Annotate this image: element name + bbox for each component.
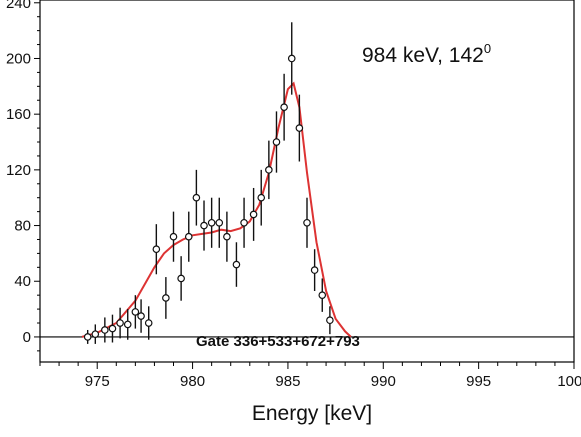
point-marker bbox=[192, 193, 201, 202]
data-point bbox=[280, 73, 288, 141]
data-point bbox=[223, 211, 231, 262]
data-point bbox=[83, 329, 92, 344]
point-marker bbox=[91, 330, 100, 338]
x-tick-label: 985 bbox=[275, 373, 300, 390]
data-point bbox=[162, 277, 170, 319]
data-point bbox=[192, 169, 201, 226]
y-tick-label: 200 bbox=[6, 50, 31, 67]
point-marker bbox=[326, 316, 334, 325]
annotation-label: 984 keV, 1420 bbox=[362, 41, 491, 67]
data-point bbox=[326, 306, 334, 335]
point-marker bbox=[123, 320, 132, 329]
point-marker bbox=[200, 221, 208, 230]
point-marker bbox=[162, 294, 170, 302]
data-point bbox=[295, 94, 304, 162]
point-marker bbox=[287, 54, 296, 63]
data-point bbox=[272, 111, 281, 173]
y-tick-label: 240 bbox=[6, 0, 31, 12]
point-marker bbox=[303, 218, 311, 227]
data-point bbox=[101, 317, 109, 343]
point-marker bbox=[116, 319, 124, 327]
point-marker bbox=[101, 326, 109, 334]
y-tick-label: 40 bbox=[14, 273, 31, 290]
point-marker bbox=[257, 193, 266, 202]
x-axis-title: Energy [keV] bbox=[252, 402, 372, 425]
point-marker bbox=[272, 138, 281, 146]
y-tick-label: 120 bbox=[6, 162, 31, 179]
data-point bbox=[152, 224, 161, 275]
y-axis: 0 40 80 120 160 200 240 bbox=[6, 0, 40, 352]
point-marker bbox=[177, 274, 185, 283]
data-point bbox=[215, 197, 224, 248]
point-marker bbox=[295, 124, 304, 132]
fit-curve bbox=[81, 81, 352, 338]
y-tick-label: 0 bbox=[23, 329, 31, 346]
data-point bbox=[232, 242, 241, 287]
data-point bbox=[169, 211, 178, 262]
data-point bbox=[123, 309, 132, 340]
point-marker bbox=[184, 232, 193, 241]
data-point bbox=[108, 314, 117, 343]
data-point bbox=[131, 295, 140, 329]
point-marker bbox=[215, 218, 224, 227]
data-point bbox=[287, 22, 296, 95]
y-tick-label: 80 bbox=[14, 218, 31, 235]
gate-label: Gate 336+533+672+793 bbox=[196, 333, 360, 350]
annotation-superscript: 0 bbox=[484, 41, 491, 56]
point-marker bbox=[240, 218, 248, 227]
y-tick-label: 160 bbox=[6, 106, 31, 123]
point-marker bbox=[280, 103, 288, 112]
point-marker bbox=[169, 232, 178, 241]
data-point bbox=[91, 324, 100, 344]
data-point bbox=[318, 278, 327, 312]
data-point bbox=[240, 197, 248, 248]
data-point bbox=[207, 197, 216, 248]
point-marker bbox=[144, 319, 153, 327]
point-marker bbox=[131, 308, 140, 316]
point-marker bbox=[207, 218, 216, 227]
point-marker bbox=[310, 266, 319, 274]
point-marker bbox=[318, 291, 327, 299]
data-point bbox=[310, 249, 319, 291]
data-point bbox=[303, 197, 311, 248]
data-points bbox=[83, 22, 334, 344]
data-point bbox=[257, 169, 266, 226]
x-tick-label: 990 bbox=[371, 373, 396, 390]
point-marker bbox=[108, 324, 117, 333]
data-point bbox=[137, 299, 145, 333]
data-point bbox=[116, 307, 124, 339]
x-tick-label: 995 bbox=[466, 373, 491, 390]
point-marker bbox=[152, 245, 161, 254]
data-point bbox=[177, 256, 185, 301]
point-marker bbox=[83, 333, 92, 341]
data-point bbox=[144, 306, 153, 340]
data-point bbox=[184, 211, 193, 262]
x-tick-label: 975 bbox=[85, 373, 110, 390]
x-tick-label: 980 bbox=[180, 373, 205, 390]
point-marker bbox=[249, 210, 258, 219]
data-point bbox=[249, 187, 258, 241]
data-point bbox=[200, 200, 208, 251]
data-point bbox=[265, 140, 273, 200]
point-marker bbox=[265, 166, 273, 174]
point-marker bbox=[223, 232, 231, 241]
point-marker bbox=[232, 260, 241, 269]
point-marker bbox=[137, 312, 145, 320]
